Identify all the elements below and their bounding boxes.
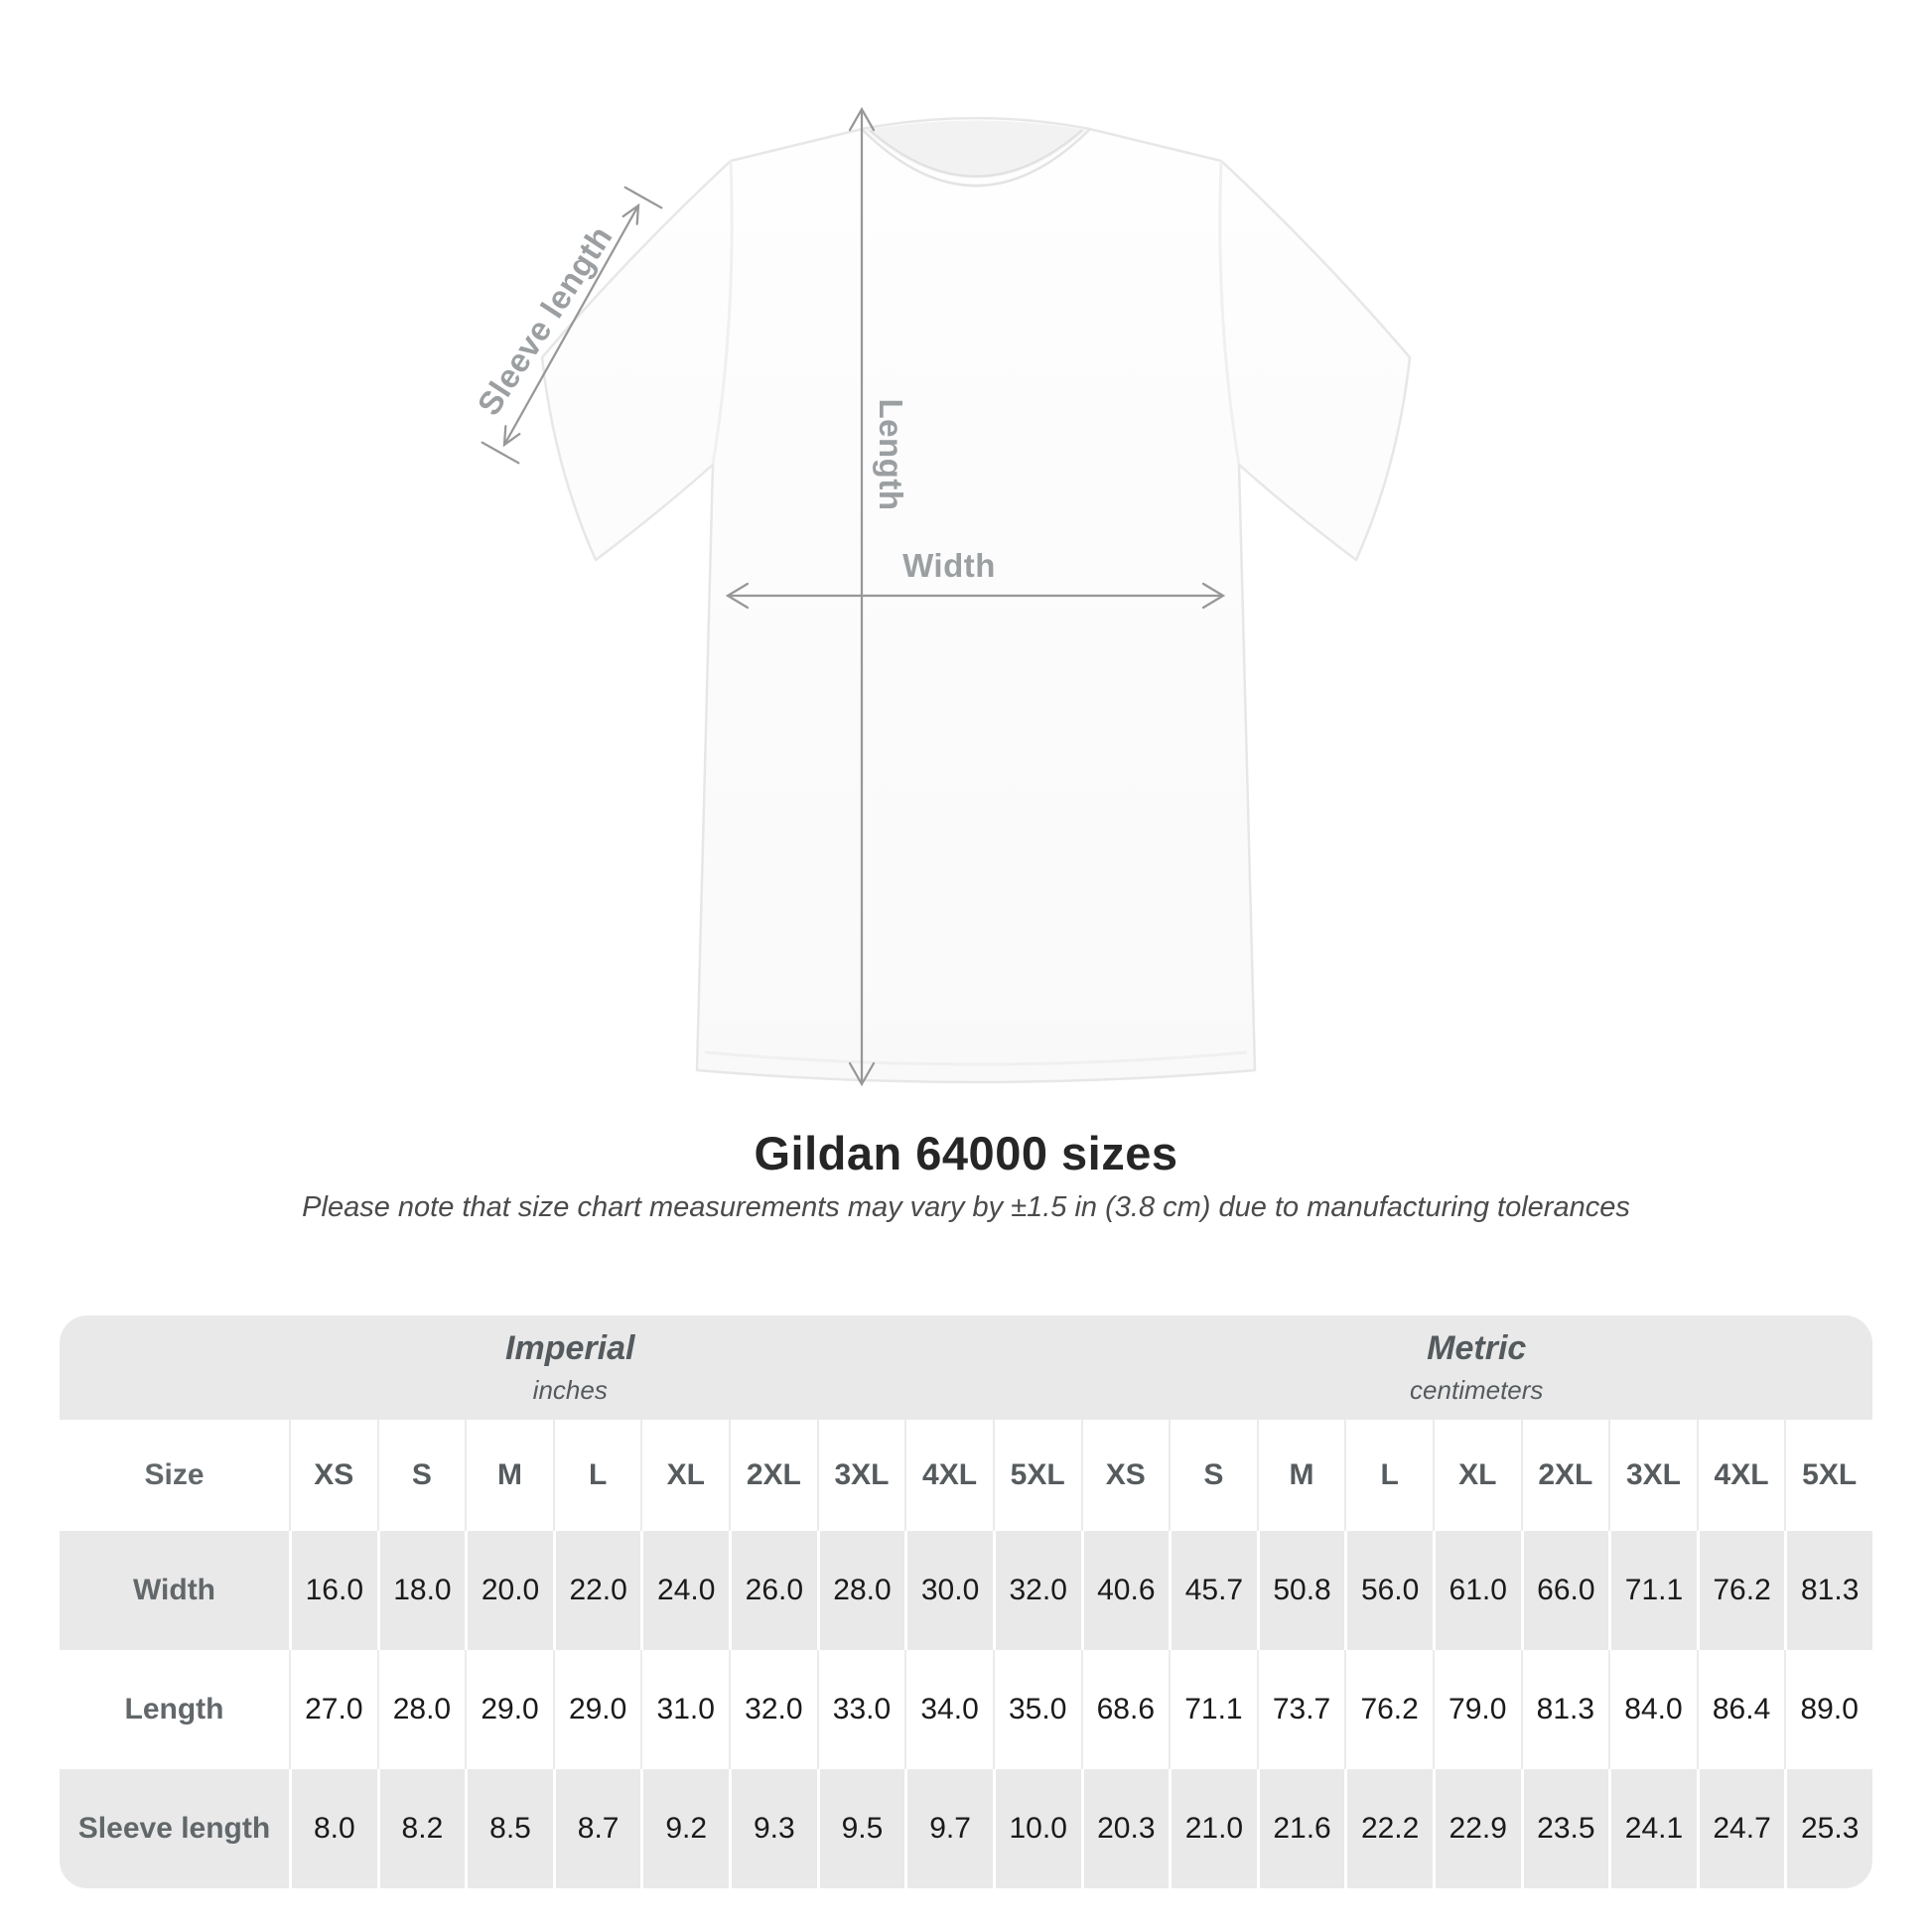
size-col-header: 4XL xyxy=(904,1420,993,1531)
value-cell: 81.3 xyxy=(1520,1650,1609,1769)
value-cell: 71.1 xyxy=(1169,1650,1257,1769)
value-cell: 35.0 xyxy=(992,1650,1081,1769)
value-cell: 30.0 xyxy=(904,1531,993,1650)
value-cell: 24.1 xyxy=(1608,1769,1697,1888)
page-subtitle: Please note that size chart measurements… xyxy=(302,1191,1630,1223)
value-cell: 21.0 xyxy=(1169,1769,1257,1888)
value-cell: 89.0 xyxy=(1784,1650,1872,1769)
size-col-header: XL xyxy=(1432,1420,1521,1531)
value-cell: 81.3 xyxy=(1784,1531,1872,1650)
sleeve-length-dimension-line xyxy=(481,186,663,465)
value-cell: 50.8 xyxy=(1256,1531,1345,1650)
tshirt-illustration xyxy=(481,106,1412,1087)
value-cell: 22.0 xyxy=(552,1531,641,1650)
length-label: Length xyxy=(873,398,909,511)
value-cell: 79.0 xyxy=(1432,1650,1521,1769)
size-header: Size xyxy=(144,1458,205,1491)
value-cell: 28.0 xyxy=(816,1531,905,1650)
value-cell: 25.3 xyxy=(1784,1769,1872,1888)
metric-group-header: Metric centimeters xyxy=(1081,1315,1873,1420)
value-cell: 20.0 xyxy=(465,1531,553,1650)
value-cell: 73.7 xyxy=(1256,1650,1345,1769)
value-cell: 20.3 xyxy=(1080,1769,1170,1888)
size-col-header: L xyxy=(552,1420,641,1531)
value-cell: 29.0 xyxy=(552,1650,641,1769)
imperial-label: Imperial xyxy=(505,1329,635,1367)
value-cell: 56.0 xyxy=(1344,1531,1433,1650)
size-col-header: XS xyxy=(289,1420,377,1531)
table-row-sleeve-length: Sleeve length 8.0 8.2 8.5 8.7 9.2 9.3 9.… xyxy=(60,1769,1872,1888)
value-cell: 9.3 xyxy=(729,1769,817,1888)
value-cell: 45.7 xyxy=(1169,1531,1257,1650)
size-col-header: M xyxy=(465,1420,553,1531)
value-cell: 18.0 xyxy=(376,1531,466,1650)
value-cell: 32.0 xyxy=(729,1650,817,1769)
size-col-header: M xyxy=(1256,1420,1345,1531)
imperial-group-header: Imperial inches xyxy=(60,1315,1081,1420)
size-col-header: XS xyxy=(1080,1420,1170,1531)
size-col-header: 5XL xyxy=(992,1420,1081,1531)
unit-group-header-row: Imperial inches Metric centimeters xyxy=(60,1315,1872,1420)
value-cell: 8.5 xyxy=(465,1769,553,1888)
size-header-row: Size XS S M L XL 2XL 3XL 4XL 5XL XS S M … xyxy=(60,1420,1872,1531)
metric-label: Metric xyxy=(1427,1329,1527,1367)
value-cell: 68.6 xyxy=(1080,1650,1170,1769)
value-cell: 76.2 xyxy=(1344,1650,1433,1769)
value-cell: 76.2 xyxy=(1696,1531,1785,1650)
value-cell: 27.0 xyxy=(289,1650,377,1769)
row-label-width: Width xyxy=(132,1574,216,1606)
imperial-unit: inches xyxy=(532,1375,608,1405)
value-cell: 33.0 xyxy=(816,1650,905,1769)
table-row-length: Length 27.0 28.0 29.0 29.0 31.0 32.0 33.… xyxy=(60,1650,1872,1769)
size-col-header: S xyxy=(1169,1420,1257,1531)
size-table: Imperial inches Metric centimeters Size … xyxy=(60,1315,1872,1888)
value-cell: 86.4 xyxy=(1696,1650,1785,1769)
value-cell: 22.2 xyxy=(1344,1769,1433,1888)
value-cell: 9.7 xyxy=(904,1769,993,1888)
row-label-sleeve-length: Sleeve length xyxy=(77,1812,271,1845)
row-label-length: Length xyxy=(124,1693,224,1725)
tshirt-graphic xyxy=(540,116,1412,1084)
value-cell: 32.0 xyxy=(992,1531,1081,1650)
size-col-header: 2XL xyxy=(1520,1420,1609,1531)
size-col-header: 2XL xyxy=(729,1420,817,1531)
value-cell: 61.0 xyxy=(1432,1531,1521,1650)
value-cell: 16.0 xyxy=(289,1531,377,1650)
value-cell: 24.0 xyxy=(640,1531,729,1650)
value-cell: 66.0 xyxy=(1520,1531,1609,1650)
table-row-width: Width 16.0 18.0 20.0 22.0 24.0 26.0 28.0… xyxy=(60,1531,1872,1650)
width-dimension-line xyxy=(725,582,1226,610)
width-label: Width xyxy=(902,547,996,584)
value-cell: 24.7 xyxy=(1696,1769,1785,1888)
size-col-header: XL xyxy=(640,1420,729,1531)
value-cell: 8.0 xyxy=(289,1769,377,1888)
size-col-header: S xyxy=(376,1420,466,1531)
size-col-header: 4XL xyxy=(1696,1420,1785,1531)
value-cell: 34.0 xyxy=(904,1650,993,1769)
value-cell: 8.2 xyxy=(376,1769,466,1888)
tshirt-measurement-diagram: Sleeve length Length Width xyxy=(470,106,1412,1087)
value-cell: 23.5 xyxy=(1520,1769,1609,1888)
value-cell: 71.1 xyxy=(1608,1531,1697,1650)
value-cell: 28.0 xyxy=(376,1650,466,1769)
value-cell: 9.2 xyxy=(640,1769,729,1888)
metric-unit: centimeters xyxy=(1410,1375,1544,1405)
value-cell: 10.0 xyxy=(992,1769,1081,1888)
size-col-header: 3XL xyxy=(1608,1420,1697,1531)
page-title: Gildan 64000 sizes xyxy=(754,1127,1178,1179)
size-col-header: 5XL xyxy=(1784,1420,1872,1531)
value-cell: 8.7 xyxy=(552,1769,641,1888)
size-col-header: 3XL xyxy=(816,1420,905,1531)
value-cell: 26.0 xyxy=(729,1531,817,1650)
value-cell: 29.0 xyxy=(465,1650,553,1769)
value-cell: 9.5 xyxy=(816,1769,905,1888)
value-cell: 84.0 xyxy=(1608,1650,1697,1769)
value-cell: 31.0 xyxy=(640,1650,729,1769)
size-col-header: L xyxy=(1344,1420,1433,1531)
value-cell: 21.6 xyxy=(1256,1769,1345,1888)
value-cell: 22.9 xyxy=(1432,1769,1521,1888)
value-cell: 40.6 xyxy=(1080,1531,1170,1650)
